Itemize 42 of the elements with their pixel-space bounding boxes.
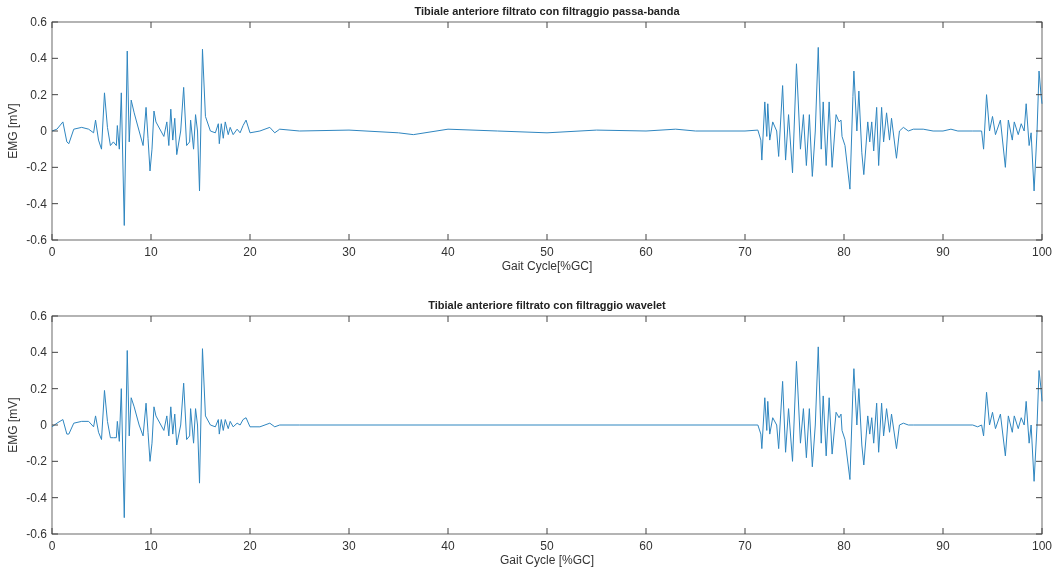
chart-title: Tibiale anteriore filtrato con filtraggio wavelet xyxy=(428,299,667,311)
x-tick-label: 90 xyxy=(936,539,950,553)
x-tick-label: 20 xyxy=(243,245,257,259)
y-tick-label: 0.6 xyxy=(30,309,48,323)
x-axis-title: Gait Cycle [%GC] xyxy=(499,553,595,567)
x-axis-title: Gait Cycle[%GC] xyxy=(501,259,593,273)
x-tick-label: 70 xyxy=(738,245,752,259)
y-tick-label: -0.2 xyxy=(26,160,48,175)
y-tick-label: 0.6 xyxy=(30,15,48,29)
y-tick-label: 0.2 xyxy=(30,381,48,396)
x-tick-label: 100 xyxy=(1031,539,1053,553)
x-tick-label: 30 xyxy=(342,245,356,259)
y-tick-label: 0 xyxy=(40,124,48,138)
y-tick-label: -0.2 xyxy=(26,454,48,469)
line-series xyxy=(51,46,1043,226)
x-tick-label: 100 xyxy=(1031,245,1053,259)
y-tick-label: -0.6 xyxy=(26,233,48,247)
y-tick-label: 0.4 xyxy=(30,51,48,66)
y-tick-label: -0.4 xyxy=(26,490,48,505)
x-tick-label: 60 xyxy=(639,539,653,553)
x-tick-label: 50 xyxy=(540,539,554,553)
y-tick-label: 0.2 xyxy=(30,87,48,102)
line-series xyxy=(51,346,1043,519)
y-tick-label: 0 xyxy=(40,418,48,432)
y-axis-title: EMG [mV] xyxy=(6,103,20,159)
x-tick-label: 20 xyxy=(243,539,257,553)
x-tick-label: 40 xyxy=(441,245,455,259)
x-tick-label: 50 xyxy=(540,245,554,259)
y-axis-title: EMG [mV] xyxy=(6,397,20,453)
x-tick-label: 80 xyxy=(837,245,851,259)
x-tick-label: 40 xyxy=(441,539,455,553)
x-tick-label: 10 xyxy=(144,245,158,259)
x-tick-label: 80 xyxy=(837,539,851,553)
y-tick-label: -0.6 xyxy=(26,527,48,541)
x-tick-label: 70 xyxy=(738,539,752,553)
x-tick-label: 30 xyxy=(342,539,356,553)
x-tick-label: 10 xyxy=(144,539,158,553)
x-tick-label: 90 xyxy=(936,245,950,259)
y-tick-label: 0.4 xyxy=(30,345,48,360)
y-tick-label: -0.4 xyxy=(26,196,48,211)
x-tick-label: 60 xyxy=(639,245,653,259)
chart-title: Tibiale anteriore filtrato con filtraggio passa-banda xyxy=(414,5,681,17)
